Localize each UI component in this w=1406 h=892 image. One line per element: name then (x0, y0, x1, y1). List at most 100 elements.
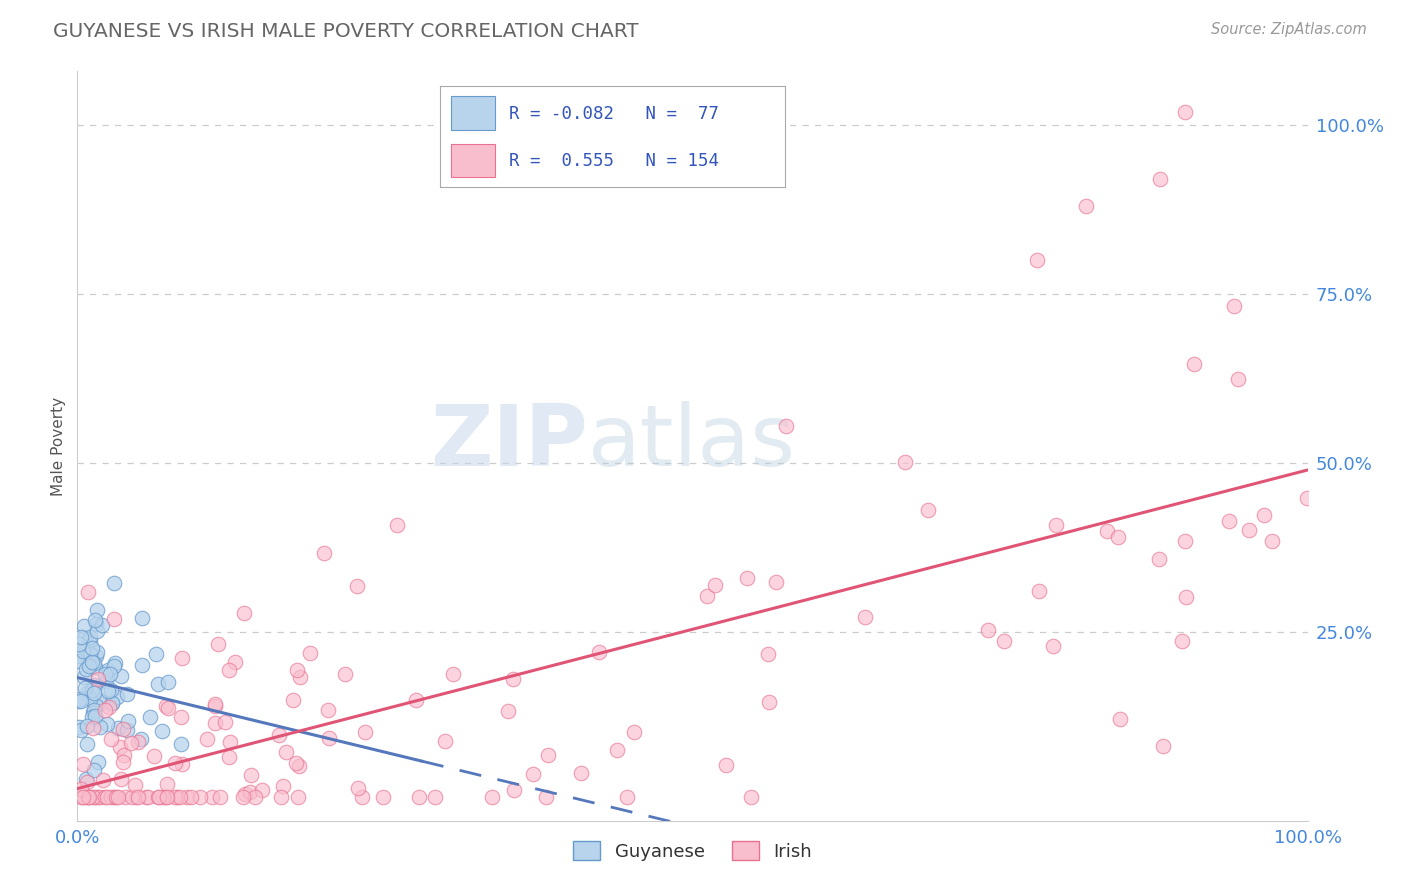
Point (333, 667, 356, 681)
Point (107, 721, 129, 735)
Point (143, 749, 166, 764)
Point (80, 683, 103, 698)
Point (170, 709, 193, 723)
Text: ZIP: ZIP (430, 401, 588, 483)
Point (775, 418, 797, 433)
Point (72, 644, 94, 658)
Point (165, 790, 187, 805)
Point (347, 780, 370, 795)
Point (75, 662, 97, 676)
Point (82, 790, 104, 805)
Point (405, 692, 427, 706)
Point (606, 743, 628, 757)
Point (146, 790, 169, 805)
Point (1226, 372, 1249, 386)
Point (1149, 172, 1171, 186)
Point (96, 717, 118, 731)
Point (77, 584, 100, 599)
Point (72, 790, 94, 805)
Point (100, 697, 122, 711)
Point (155, 790, 177, 805)
Point (148, 677, 170, 691)
Point (352, 790, 374, 805)
Point (1174, 104, 1197, 119)
Point (288, 670, 311, 684)
Point (765, 574, 787, 589)
Point (110, 739, 132, 754)
Point (76, 790, 98, 805)
Point (588, 645, 610, 659)
Point (172, 651, 194, 665)
Point (124, 778, 146, 792)
Point (67, 637, 90, 651)
Point (288, 759, 311, 773)
Point (1097, 524, 1119, 538)
Point (100, 790, 122, 805)
Point (82, 722, 104, 736)
Point (87, 755, 110, 769)
Text: GUYANESE VS IRISH MALE POVERTY CORRELATION CHART: GUYANESE VS IRISH MALE POVERTY CORRELATI… (53, 22, 640, 41)
Point (83, 656, 105, 670)
Point (70, 630, 93, 644)
Point (534, 790, 557, 805)
Point (1253, 508, 1275, 522)
Point (67, 648, 90, 662)
Point (287, 790, 309, 805)
Point (250, 783, 273, 797)
Point (737, 571, 759, 585)
Point (233, 607, 256, 621)
Point (69, 692, 91, 706)
Point (93, 772, 115, 787)
Point (218, 663, 240, 677)
Point (87, 790, 110, 805)
Point (704, 578, 727, 592)
Point (98, 699, 121, 714)
Point (83, 709, 105, 723)
Point (69, 719, 91, 733)
Point (1295, 491, 1317, 505)
Point (107, 790, 129, 805)
Point (76, 775, 98, 789)
Point (77, 658, 100, 673)
Point (103, 659, 125, 673)
Point (115, 723, 138, 737)
Point (502, 782, 524, 797)
Point (537, 747, 560, 762)
Point (76, 719, 98, 733)
Point (111, 756, 134, 770)
Point (70, 782, 93, 797)
Point (201, 790, 224, 805)
Point (100, 731, 122, 746)
Point (150, 724, 173, 739)
Point (569, 765, 592, 780)
Point (103, 790, 125, 805)
Point (714, 757, 737, 772)
Point (93, 667, 115, 681)
Point (218, 735, 240, 749)
Point (89, 720, 111, 734)
Point (893, 455, 915, 469)
Point (72, 670, 94, 684)
Point (855, 610, 877, 624)
Point (127, 735, 149, 749)
Point (298, 647, 321, 661)
Point (86, 624, 108, 638)
Point (207, 638, 229, 652)
Point (346, 579, 368, 593)
Point (267, 727, 290, 741)
Point (218, 750, 240, 764)
Point (1174, 533, 1197, 548)
Point (121, 790, 143, 805)
Point (243, 790, 266, 805)
Point (79, 634, 101, 648)
Point (204, 697, 226, 711)
Point (917, 503, 939, 517)
Point (83, 763, 105, 777)
Point (1149, 552, 1171, 566)
Point (993, 633, 1015, 648)
Point (1223, 300, 1246, 314)
Point (373, 790, 395, 805)
Point (1045, 518, 1067, 533)
Point (188, 790, 211, 805)
Point (239, 768, 262, 782)
